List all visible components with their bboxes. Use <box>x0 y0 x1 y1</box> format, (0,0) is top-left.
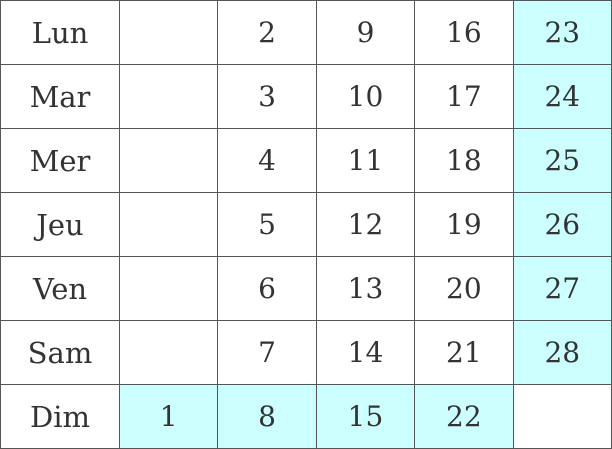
date-cell[interactable] <box>118 192 219 257</box>
calendar-row: Lun 2 9 16 23 <box>0 0 612 65</box>
calendar-row: Mar 3 10 17 24 <box>0 64 612 129</box>
date-cell[interactable] <box>118 0 219 65</box>
date-cell[interactable]: 14 <box>315 320 416 385</box>
date-cell[interactable]: 26 <box>512 192 612 257</box>
date-cell[interactable]: 2 <box>217 0 317 65</box>
weekday-label: Mar <box>0 64 120 129</box>
weekday-label: Jeu <box>0 192 120 257</box>
date-cell[interactable]: 11 <box>315 128 416 193</box>
date-cell[interactable]: 27 <box>512 256 612 321</box>
date-cell[interactable]: 3 <box>217 64 317 129</box>
date-cell[interactable]: 18 <box>414 128 514 193</box>
date-cell[interactable]: 17 <box>414 64 514 129</box>
date-cell[interactable]: 10 <box>315 64 416 129</box>
weekday-label: Lun <box>0 0 120 65</box>
date-cell[interactable]: 24 <box>512 64 612 129</box>
date-cell[interactable]: 21 <box>414 320 514 385</box>
weekday-label: Mer <box>0 128 120 193</box>
calendar-row: Ven 6 13 20 27 <box>0 256 612 321</box>
date-cell[interactable]: 12 <box>315 192 416 257</box>
date-cell[interactable]: 16 <box>414 0 514 65</box>
date-cell[interactable]: 1 <box>118 384 219 449</box>
weekday-label: Sam <box>0 320 120 385</box>
calendar-row: Dim 1 8 15 22 <box>0 384 612 449</box>
date-cell[interactable] <box>512 384 612 449</box>
date-cell[interactable] <box>118 128 219 193</box>
date-cell[interactable]: 5 <box>217 192 317 257</box>
date-cell[interactable]: 15 <box>315 384 416 449</box>
date-cell[interactable]: 28 <box>512 320 612 385</box>
date-cell[interactable]: 4 <box>217 128 317 193</box>
date-cell[interactable]: 22 <box>414 384 514 449</box>
date-cell[interactable]: 19 <box>414 192 514 257</box>
date-cell[interactable]: 9 <box>315 0 416 65</box>
date-cell[interactable]: 8 <box>217 384 317 449</box>
date-cell[interactable]: 25 <box>512 128 612 193</box>
date-cell[interactable]: 13 <box>315 256 416 321</box>
calendar-row: Mer 4 11 18 25 <box>0 128 612 193</box>
date-cell[interactable]: 6 <box>217 256 317 321</box>
date-cell[interactable]: 7 <box>217 320 317 385</box>
date-cell[interactable] <box>118 64 219 129</box>
date-cell[interactable]: 23 <box>512 0 612 65</box>
weekday-label: Ven <box>0 256 120 321</box>
date-cell[interactable] <box>118 320 219 385</box>
date-cell[interactable] <box>118 256 219 321</box>
calendar-row: Sam 7 14 21 28 <box>0 320 612 385</box>
calendar-row: Jeu 5 12 19 26 <box>0 192 612 257</box>
weekday-label: Dim <box>0 384 120 449</box>
date-cell[interactable]: 20 <box>414 256 514 321</box>
